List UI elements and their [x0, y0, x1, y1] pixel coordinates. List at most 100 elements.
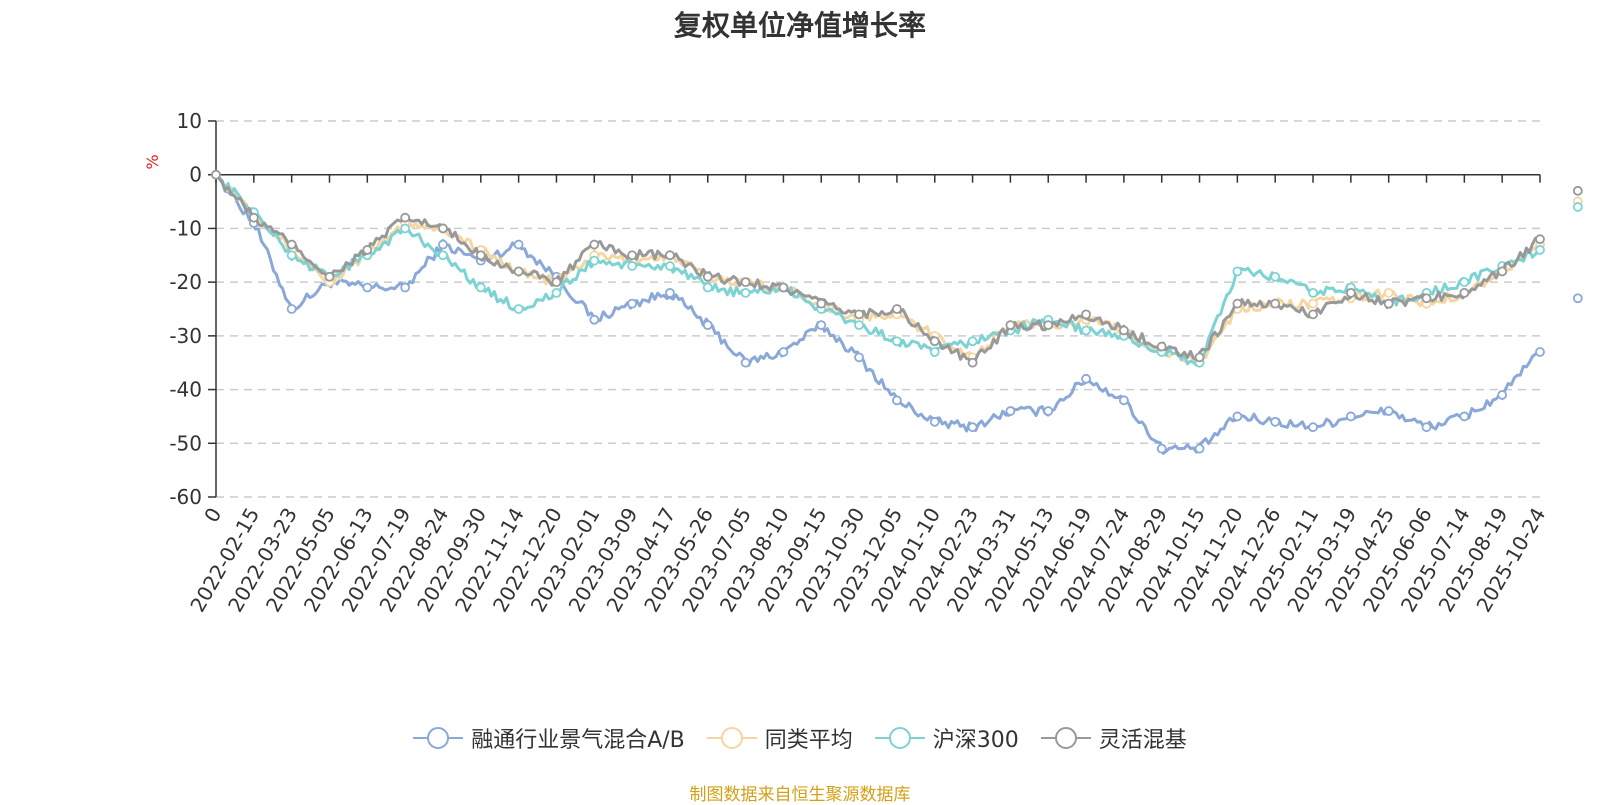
data-point [1345, 287, 1356, 298]
legend-item-2[interactable]: 同类平均 [706, 722, 853, 754]
data-point [248, 212, 259, 223]
data-point [589, 239, 600, 250]
data-point [1043, 320, 1054, 331]
data-point [929, 416, 940, 427]
series-line-1 [214, 173, 1539, 455]
data-point [929, 336, 940, 347]
x-tick-label: 0 [199, 504, 226, 527]
data-point [1005, 406, 1016, 416]
data-point [702, 320, 713, 331]
data-point [1421, 293, 1432, 304]
data-point [1421, 422, 1432, 433]
legend-label: 同类平均 [764, 728, 853, 753]
data-point [1081, 325, 1091, 336]
legend-label: 融通行业景气混合A/B [471, 728, 685, 753]
data-point [929, 347, 940, 357]
axis-layer [208, 120, 1541, 498]
data-point [740, 277, 751, 288]
data-point [665, 261, 675, 271]
series-layer [211, 169, 1583, 455]
legend: 融通行业景气混合A/B 同类平均 沪深300 灵活混基 [0, 722, 1600, 754]
data-point [1156, 443, 1167, 454]
data-point [551, 277, 562, 288]
data-point [1043, 406, 1054, 416]
series-line-4 [214, 173, 1540, 367]
data-point [1081, 373, 1091, 384]
data-point [513, 266, 524, 277]
legend-swatch-icon [874, 727, 925, 749]
data-point [513, 239, 524, 250]
label-layer: 100-10-20-30-40-50-60%02022-02-152022-03… [143, 109, 1550, 616]
data-point [967, 336, 978, 347]
data-point [589, 314, 600, 325]
data-point [967, 422, 978, 433]
data-point [1459, 287, 1470, 298]
data-point [286, 304, 297, 314]
y-tick-label: -10 [169, 216, 202, 240]
data-point [1081, 309, 1091, 320]
data-point [1194, 443, 1205, 454]
series-line-3 [214, 173, 1540, 367]
data-point [1572, 185, 1583, 196]
data-point [854, 309, 864, 320]
y-tick-label: -50 [169, 431, 202, 455]
data-point [1194, 352, 1205, 363]
data-point [362, 245, 373, 255]
legend-swatch-icon [706, 727, 757, 749]
data-point [513, 304, 524, 314]
legend-item-1[interactable]: 融通行业景气混合A/B [413, 722, 685, 754]
data-point [1232, 266, 1243, 277]
data-point [1535, 234, 1545, 245]
data-point [475, 282, 486, 293]
y-axis-label: % [143, 154, 162, 169]
y-tick-label: -40 [169, 378, 202, 402]
data-point [892, 336, 902, 347]
data-point [665, 287, 675, 298]
data-point [778, 282, 789, 293]
data-point [702, 271, 713, 282]
data-point [438, 250, 448, 261]
data-point [324, 271, 335, 282]
data-point [1308, 298, 1318, 309]
data-point [816, 298, 827, 309]
legend-swatch-icon [413, 727, 464, 749]
data-point [1345, 411, 1356, 422]
data-point [589, 255, 600, 266]
data-point [1156, 341, 1167, 352]
footer-source: 制图数据来自恒生聚源数据库 [689, 785, 911, 805]
data-point [740, 287, 751, 298]
data-point [702, 282, 713, 293]
legend-item-3[interactable]: 沪深300 [874, 722, 1019, 754]
data-point [1497, 390, 1508, 400]
data-point [400, 282, 411, 293]
data-point [400, 223, 411, 234]
legend-label: 沪深300 [932, 728, 1019, 753]
series-line-2 [214, 173, 1540, 367]
data-point [1459, 411, 1470, 422]
data-point [1572, 202, 1583, 212]
data-point [854, 320, 864, 331]
data-point [1308, 287, 1318, 298]
data-point [778, 347, 789, 357]
legend-label: 灵活混基 [1098, 728, 1187, 753]
data-point [400, 212, 411, 223]
data-point [892, 304, 902, 314]
data-point [627, 298, 638, 309]
data-point [475, 250, 486, 261]
data-point [627, 261, 638, 271]
legend-swatch-icon [1040, 727, 1091, 749]
data-point [1383, 298, 1394, 309]
data-point [740, 357, 751, 368]
data-point [1118, 325, 1129, 336]
data-point [892, 395, 902, 406]
grid-layer [216, 120, 1540, 498]
data-point [286, 239, 297, 250]
data-point [1270, 298, 1281, 309]
data-point [286, 250, 297, 261]
legend-item-4[interactable]: 灵活混基 [1040, 722, 1187, 754]
data-point [1270, 416, 1281, 427]
data-point [1270, 271, 1281, 282]
data-point [211, 169, 221, 180]
data-point [967, 357, 978, 368]
